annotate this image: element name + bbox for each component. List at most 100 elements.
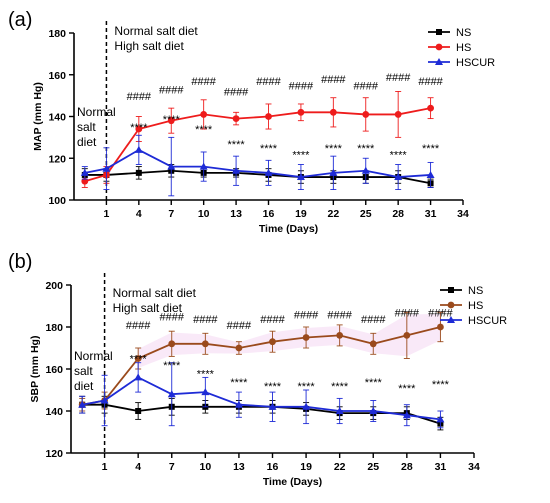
data-point <box>269 338 276 346</box>
chart-panel-b: (b) 120 140 160 180 200 1 4 7 10 13 16 19 22 25 28 31 34 T… <box>8 251 507 488</box>
data-point <box>199 162 208 170</box>
legend: NS HS HSCUR <box>440 285 507 327</box>
sig-hash-label: #### <box>418 76 443 88</box>
sig-star-label: **** <box>130 354 148 366</box>
x-tick-label: 4 <box>136 208 142 220</box>
x-tick-label: 13 <box>233 461 245 473</box>
x-tick-label: 34 <box>468 461 480 473</box>
data-point <box>134 373 143 381</box>
x-tick-label: 1 <box>103 208 109 220</box>
data-point <box>335 407 344 414</box>
data-point <box>265 113 272 120</box>
y-tick-label: 120 <box>45 448 63 460</box>
sig-star-label: **** <box>365 377 383 389</box>
annotation-diet-phase: Normal salt diet <box>114 24 198 38</box>
x-tick-label: 13 <box>230 208 242 220</box>
y-tick-label: 180 <box>45 322 63 334</box>
sig-hash-label: #### <box>260 314 285 326</box>
annotation-normal-salt-diet: salt <box>74 364 93 378</box>
data-point <box>437 323 444 331</box>
panel-label: (b) <box>8 251 32 273</box>
sig-hash-label: #### <box>395 308 420 320</box>
data-point <box>302 334 310 341</box>
data-point <box>436 415 445 423</box>
data-point <box>369 340 377 348</box>
data-point <box>329 108 337 116</box>
legend-label: HS <box>468 300 483 312</box>
y-tick-label: 140 <box>45 406 63 418</box>
annotation-normal-salt-diet: Normal <box>77 105 116 119</box>
legend-marker <box>435 43 443 51</box>
data-point <box>232 166 241 174</box>
data-point <box>200 111 208 118</box>
x-tick-label: 22 <box>327 208 339 220</box>
series-hs <box>81 90 434 188</box>
legend-label: NS <box>468 285 483 297</box>
sig-star-label: **** <box>230 377 248 389</box>
x-tick-label: 1 <box>102 461 108 473</box>
y-tick-label: 120 <box>48 153 66 165</box>
sig-hash-label: #### <box>193 314 218 326</box>
x-tick-label: 25 <box>360 208 372 220</box>
data-point <box>403 332 411 339</box>
x-tick-label: 16 <box>267 461 279 473</box>
y-tick-label: 100 <box>48 195 66 207</box>
data-point <box>232 115 240 122</box>
x-tick-label: 19 <box>300 461 312 473</box>
annotation-normal-salt-diet: Normal <box>74 349 113 363</box>
sig-hash-label: #### <box>159 85 184 97</box>
series-line <box>82 376 441 421</box>
legend-marker <box>448 287 454 293</box>
sig-star-label: **** <box>390 149 408 161</box>
annotation-diet-phase: High salt diet <box>114 39 184 53</box>
sig-star-label: **** <box>398 383 416 395</box>
sig-star-label: **** <box>130 122 148 134</box>
legend: NS HS HSCUR <box>428 27 495 69</box>
data-point <box>402 411 411 419</box>
x-tick-label: 28 <box>401 461 413 473</box>
legend-marker <box>436 29 442 35</box>
data-point <box>264 168 273 176</box>
series-ns <box>81 164 434 188</box>
sig-hash-label: #### <box>428 308 453 320</box>
sig-hash-label: #### <box>160 312 185 324</box>
data-point <box>134 145 143 153</box>
sig-hash-label: #### <box>127 91 152 103</box>
sig-hash-label: #### <box>354 80 379 92</box>
sig-hash-label: #### <box>327 310 352 322</box>
data-point <box>102 164 111 172</box>
y-tick-label: 140 <box>48 112 66 124</box>
data-point <box>235 344 243 352</box>
x-tick-label: 22 <box>334 461 346 473</box>
annotation-diet-phase: Normal salt diet <box>113 286 197 300</box>
data-point <box>296 173 305 181</box>
x-tick-label: 31 <box>435 461 447 473</box>
legend-marker <box>447 301 455 309</box>
sig-hash-label: #### <box>294 310 319 322</box>
data-point <box>268 402 277 410</box>
x-tick-label: 16 <box>263 208 275 220</box>
series-hs <box>78 311 444 412</box>
data-point <box>427 104 434 112</box>
data-point <box>394 111 402 118</box>
x-tick-label: 28 <box>392 208 404 220</box>
series-line <box>84 169 431 185</box>
data-point <box>302 402 311 410</box>
y-tick-label: 160 <box>48 70 66 82</box>
y-tick-label: 200 <box>45 280 63 292</box>
legend-label: HSCUR <box>456 57 495 69</box>
data-point <box>369 407 378 414</box>
legend-label: NS <box>456 27 471 39</box>
panel-label: (a) <box>8 9 32 31</box>
data-point <box>167 390 176 398</box>
sig-hash-label: #### <box>126 320 151 332</box>
data-point <box>201 340 209 348</box>
sig-star-label: **** <box>264 381 282 393</box>
series-line <box>84 107 431 183</box>
sig-star-label: **** <box>228 139 246 151</box>
series-hscur <box>80 134 435 197</box>
y-axis-title: SBP (mm Hg) <box>29 336 41 403</box>
sig-hash-label: #### <box>227 320 252 332</box>
series-line <box>84 148 431 178</box>
